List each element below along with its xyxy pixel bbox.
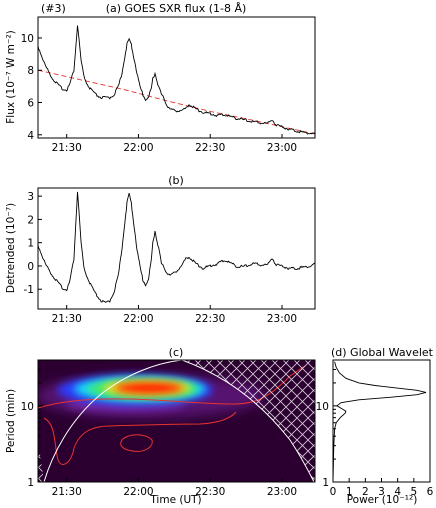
panel-a-ylabel: Flux (10⁻⁷ W m⁻²) (5, 30, 17, 124)
x-tick-label-4: 4 (394, 486, 401, 498)
y-tick-label-0: 1 (322, 477, 329, 489)
x-tick-label-1: 1 (346, 486, 353, 498)
x-tick-label-3: 23:00 (267, 313, 297, 325)
x-tick-label-2: 22:30 (195, 313, 225, 325)
panel-d-y-ticks: 1 10 (316, 369, 338, 489)
wavelet-spectrum (38, 360, 315, 482)
x-tick-label-0: 21:30 (52, 313, 82, 325)
panel-c-xlabel: Time (UT) (149, 494, 201, 506)
panel-b: (b) -1 0 1 2 3 21:30 22:00 22:30 23:00 Detrende… (5, 174, 316, 325)
detrended-line (37, 191, 316, 303)
panel-a-y-ticks: 4 6 8 10 (21, 33, 42, 142)
x-tick-label-5: 5 (410, 486, 417, 498)
x-tick-label-0: 0 (330, 486, 337, 498)
x-tick-label-0: 21:30 (52, 486, 82, 498)
y-tick-label-0: -1 (24, 284, 34, 296)
panel-a-series (37, 25, 316, 135)
panel-b-frame (37, 187, 316, 310)
panel-a-frame (37, 16, 316, 139)
x-tick-label-3: 3 (378, 486, 385, 498)
y-tick-label-1: 0 (27, 261, 34, 273)
panel-b-ylabel: Detrended (10⁻⁷) (5, 203, 17, 293)
panel-c-y-ticks: 1 10 (21, 369, 43, 489)
panel-c: (c) 1 10 21:30 22:00 22:30 23:00 Period (min… (5, 346, 316, 506)
y-tick-label-3: 10 (21, 33, 34, 45)
panel-b-series (37, 191, 316, 303)
y-tick-label-3: 2 (27, 214, 34, 226)
significance-contour-lower (43, 411, 237, 465)
panel-c-ylabel: Period (min) (5, 389, 17, 453)
panel-a-title: (a) GOES SXR flux (1-8 Å) (106, 2, 247, 15)
panel-a-x-ticks: 21:30 22:00 22:30 23:00 (52, 134, 297, 154)
panel-c-title: (c) (169, 346, 184, 359)
global-wavelet-line (332, 361, 427, 483)
y-tick-label-2: 1 (27, 238, 34, 250)
panel-d-xlabel: Power (10⁻¹²) (347, 494, 418, 506)
significance-contour-island (120, 434, 153, 452)
x-tick-label-0: 21:30 (52, 142, 82, 154)
y-tick-label-0: 4 (27, 130, 34, 142)
x-tick-label-2: 22:30 (195, 486, 225, 498)
panel-b-x-ticks: 21:30 22:00 22:30 23:00 (52, 305, 297, 325)
x-tick-label-1: 22:00 (123, 313, 153, 325)
y-tick-label-0: 1 (27, 477, 34, 489)
x-tick-label-3: 23:00 (267, 142, 297, 154)
panel-d-series (332, 361, 427, 483)
y-tick-label-1: 10 (21, 401, 34, 413)
y-tick-label-4: 3 (27, 191, 34, 203)
cone-of-influence-right (182, 360, 315, 482)
panel-d-frame (332, 359, 431, 483)
panel-c-frame (37, 359, 316, 483)
y-tick-label-1: 10 (316, 401, 329, 413)
panel-tag: (#3) (41, 2, 66, 15)
power-blob-peak (115, 382, 183, 394)
x-tick-label-2: 22:30 (195, 142, 225, 154)
x-tick-label-1: 22:00 (123, 142, 153, 154)
panel-d-title: (d) Global Wavelet (331, 346, 434, 359)
x-tick-label-6: 6 (427, 486, 434, 498)
flux-line (37, 25, 316, 135)
panel-a: (#3) (a) GOES SXR flux (1-8 Å) 4 6 8 10 21:… (5, 2, 316, 154)
panel-b-y-ticks: -1 0 1 2 3 (24, 191, 42, 296)
panel-b-title: (b) (168, 174, 184, 187)
y-tick-label-2: 8 (27, 65, 34, 77)
panel-c-x-ticks: 21:30 22:00 22:30 23:00 (52, 478, 297, 498)
y-tick-label-1: 6 (27, 98, 34, 110)
trend-line (37, 69, 316, 135)
x-tick-label-2: 2 (362, 486, 369, 498)
cone-of-influence-left (38, 440, 44, 482)
x-tick-label-3: 23:00 (267, 486, 297, 498)
x-tick-label-1: 22:00 (123, 486, 153, 498)
